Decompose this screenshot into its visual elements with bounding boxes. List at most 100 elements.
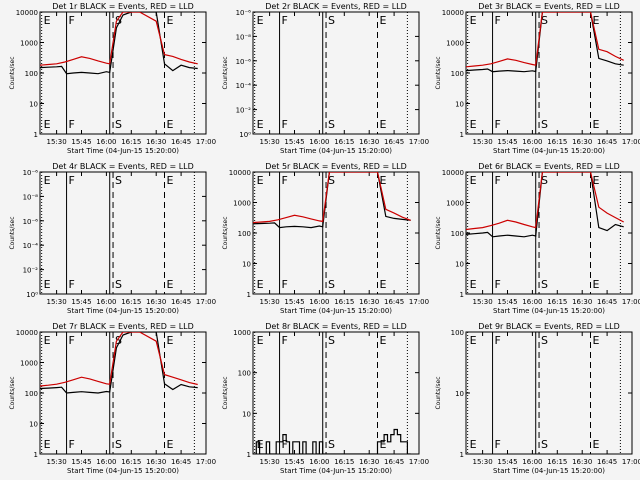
y-tick-label: 100	[238, 230, 251, 238]
time-marker-letter-top: E	[593, 14, 600, 27]
x-tick-label: 16:45	[597, 138, 617, 146]
chart-panel-4: Det 4r BLACK = Events, RED = LLD 10⁰ 10⁻² 1…	[9, 162, 216, 315]
x-tick-label: 15:45	[497, 458, 517, 466]
y-tick-label: 10	[455, 261, 464, 269]
y-tick-label: 10	[455, 101, 464, 109]
time-marker-letter-top: E	[44, 334, 51, 347]
time-marker-letter-top: S	[541, 334, 548, 347]
x-tick-label: 16:30	[359, 298, 379, 306]
y-tick-label: 10⁻²	[23, 267, 39, 275]
time-marker-letter-bottom: S	[115, 438, 122, 451]
time-marker-letter-bottom: S	[328, 438, 335, 451]
time-marker-letter-top: E	[470, 174, 477, 187]
time-marker-letter-top: E	[257, 14, 264, 27]
y-tick-label: 1000	[20, 360, 38, 368]
x-tick-label: 16:15	[547, 298, 567, 306]
time-marker-letter-top: F	[69, 14, 75, 27]
y-tick-label: 10⁰	[239, 131, 251, 139]
series-line-events	[40, 12, 198, 75]
y-tick-label: 100	[451, 70, 464, 78]
x-axis-label: Start Time (04-Jun-15 15:20:00)	[493, 467, 605, 475]
x-tick-label: 16:45	[171, 138, 191, 146]
time-marker-letter-top: E	[44, 174, 51, 187]
x-tick-label: 16:30	[146, 138, 166, 146]
series-line-events	[253, 172, 411, 229]
x-tick-label: 17:00	[409, 138, 429, 146]
y-axis-label: Counts/sec	[9, 56, 16, 89]
time-marker-letter-bottom: E	[167, 438, 174, 451]
time-marker-letter-top: F	[69, 174, 75, 187]
y-axis-label: Counts/sec	[9, 376, 16, 409]
time-marker-letter-bottom: E	[380, 118, 387, 131]
x-tick-label: 17:00	[196, 138, 216, 146]
y-tick-label: 1000	[446, 200, 464, 208]
time-marker-letter-top: E	[167, 334, 174, 347]
plot-frame	[39, 171, 207, 295]
x-tick-label: 16:15	[121, 458, 141, 466]
chart-title: Det 2r BLACK = Events, RED = LLD	[265, 2, 407, 11]
time-marker-letter-bottom: S	[541, 438, 548, 451]
time-marker-letter-bottom: E	[257, 278, 264, 291]
x-tick-label: 16:30	[572, 458, 592, 466]
x-tick-label: 16:45	[597, 298, 617, 306]
y-tick-label: 10⁻⁶	[23, 169, 39, 177]
x-axis-label: Start Time (04-Jun-15 15:20:00)	[280, 467, 392, 475]
time-marker-letter-bottom: E	[470, 438, 477, 451]
time-marker-letter-top: F	[495, 14, 501, 27]
y-tick-label: 10⁻⁶	[236, 58, 252, 66]
y-tick-label: 10⁻⁴	[23, 242, 39, 250]
chart-panel-1: Det 1r BLACK = Events, RED = LLD 1 10 100 10…	[9, 2, 216, 155]
time-marker-letter-bottom: E	[593, 438, 600, 451]
x-axis-label: Start Time (04-Jun-15 15:20:00)	[67, 467, 179, 475]
time-marker-letter-bottom: F	[69, 118, 75, 131]
time-marker-letter-bottom: E	[44, 438, 51, 451]
time-marker-letter-bottom: F	[282, 118, 288, 131]
x-tick-label: 15:45	[284, 138, 304, 146]
x-tick-label: 15:30	[473, 138, 493, 146]
time-marker-letter-top: E	[167, 14, 174, 27]
series-line-events	[466, 172, 624, 238]
time-marker-letter-top: F	[282, 174, 288, 187]
time-marker-letter-bottom: S	[328, 118, 335, 131]
plot-frame	[39, 331, 207, 455]
x-tick-label: 17:00	[622, 458, 640, 466]
series-line-lld	[253, 172, 411, 224]
y-axis-label: Counts/sec	[222, 216, 229, 249]
chart-title: Det 6r BLACK = Events, RED = LLD	[478, 162, 620, 171]
time-marker-letter-top: E	[470, 14, 477, 27]
x-tick-label: 16:00	[309, 458, 329, 466]
time-marker-letter-bottom: E	[44, 118, 51, 131]
time-marker-letter-top: F	[282, 14, 288, 27]
x-tick-label: 17:00	[622, 138, 640, 146]
x-tick-label: 16:45	[384, 298, 404, 306]
x-tick-label: 16:15	[334, 138, 354, 146]
plot-frame	[465, 171, 633, 295]
series-line-events	[466, 12, 624, 73]
chart-title: Det 3r BLACK = Events, RED = LLD	[478, 2, 620, 11]
y-axis-label: Counts/sec	[222, 376, 229, 409]
time-marker-letter-top: S	[328, 14, 335, 27]
time-marker-letter-bottom: E	[593, 118, 600, 131]
y-tick-label: 1	[247, 291, 251, 299]
chart-panel-8: Det 8r BLACK = Events, RED = LLD 1 10 100 10…	[222, 322, 429, 475]
x-tick-label: 16:30	[359, 138, 379, 146]
time-marker-letter-top: E	[380, 174, 387, 187]
y-tick-label: 10⁻⁸	[23, 193, 39, 201]
x-axis-label: Start Time (04-Jun-15 15:20:00)	[493, 147, 605, 155]
time-marker-letter-bottom: E	[167, 118, 174, 131]
x-tick-label: 16:45	[597, 458, 617, 466]
y-axis-label: Counts/sec	[435, 56, 442, 89]
plot-frame	[252, 11, 420, 135]
time-marker-letter-bottom: S	[541, 118, 548, 131]
x-tick-label: 16:00	[522, 458, 542, 466]
y-tick-label: 1000	[233, 329, 251, 337]
time-marker-letter-top: E	[593, 334, 600, 347]
chart-panel-2: Det 2r BLACK = Events, RED = LLD 10⁰ 10⁻² 1…	[222, 2, 429, 155]
x-tick-label: 15:45	[497, 138, 517, 146]
plot-frame	[465, 331, 633, 455]
time-marker-letter-top: S	[328, 174, 335, 187]
x-tick-label: 16:15	[334, 458, 354, 466]
y-tick-label: 10	[455, 390, 464, 398]
y-tick-label: 10⁻⁶	[236, 9, 252, 17]
x-tick-label: 15:30	[47, 138, 67, 146]
